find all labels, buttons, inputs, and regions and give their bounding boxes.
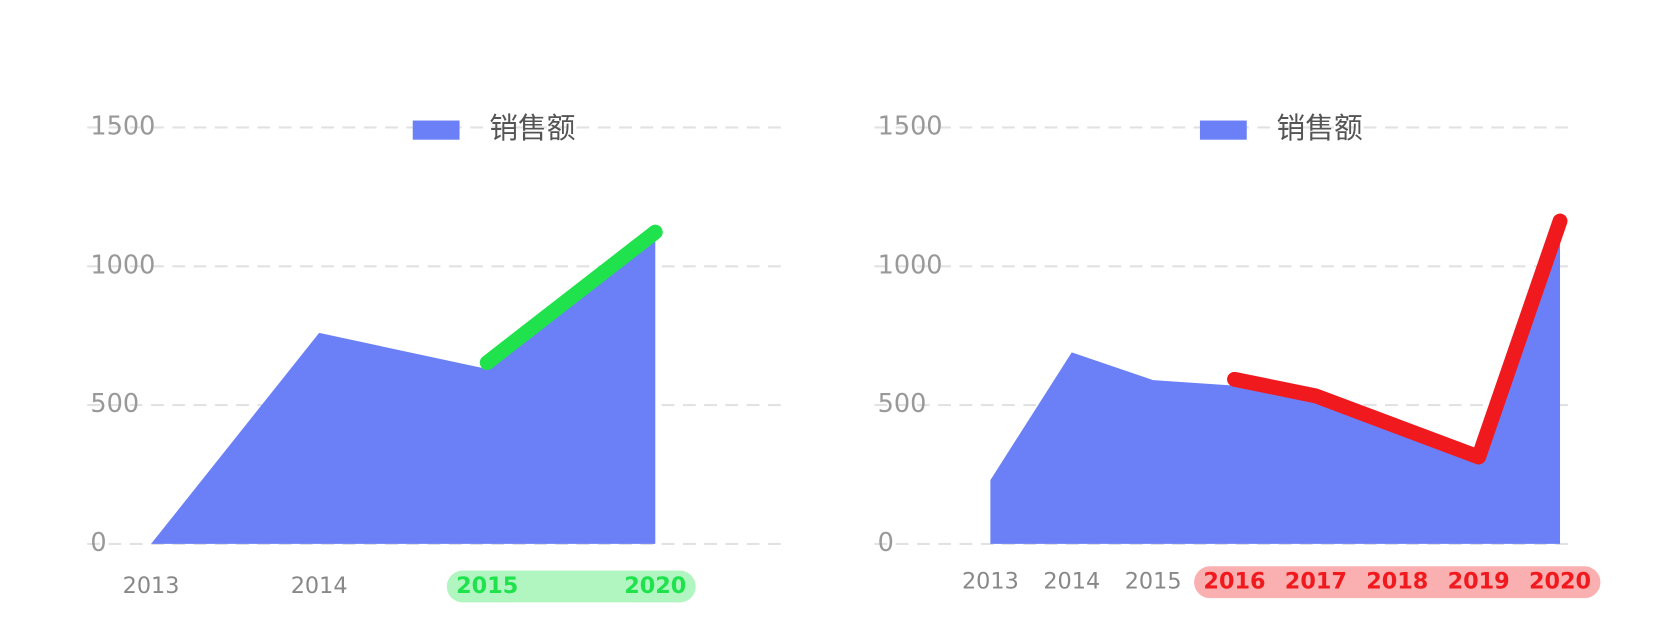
x-tick-label: 2018: [1366, 569, 1428, 595]
x-tick-label: 2015: [1125, 569, 1182, 595]
y-tick-label: 1500: [878, 111, 943, 141]
legend-label: 销售额: [489, 111, 575, 145]
y-tick-label: 500: [90, 389, 139, 419]
legend-swatch: [412, 120, 460, 140]
x-tick-label: 2013: [123, 573, 180, 599]
x-tick-label: 2017: [1285, 569, 1347, 595]
x-tick-label: 2014: [291, 573, 348, 599]
x-tick-label: 2013: [962, 569, 1019, 595]
chart: 0 500 1000 1500 销售额 2013 2014 2015 2020: [87, 111, 786, 603]
area: [990, 227, 1561, 544]
x-tick-label: 2015: [456, 573, 518, 599]
highlight-pill: [1194, 566, 1601, 599]
y-tick-label: 1000: [878, 250, 943, 280]
x-tick-label: 2019: [1448, 569, 1510, 595]
x-tick-label: 2020: [1529, 569, 1591, 595]
x-tick-label: 2020: [624, 573, 686, 599]
highlight-pill: [446, 570, 696, 603]
legend-swatch: [1199, 120, 1247, 140]
y-tick-label: 1500: [90, 111, 155, 141]
x-tick-label: 2014: [1043, 569, 1100, 595]
legend-label: 销售额: [1277, 111, 1363, 145]
x-tick-label: 2016: [1203, 569, 1265, 595]
chart: 0 500 1000 1500 销售额 2013 2014 2015 2016 2017 2018 2…: [874, 111, 1601, 599]
y-tick-label: 0: [878, 528, 894, 558]
y-tick-label: 500: [878, 389, 927, 419]
area: [151, 238, 656, 544]
y-tick-label: 1000: [90, 250, 155, 280]
highlight-stroke: [479, 224, 663, 371]
highlight-stroke: [1227, 213, 1568, 465]
y-tick-label: 0: [90, 528, 106, 558]
